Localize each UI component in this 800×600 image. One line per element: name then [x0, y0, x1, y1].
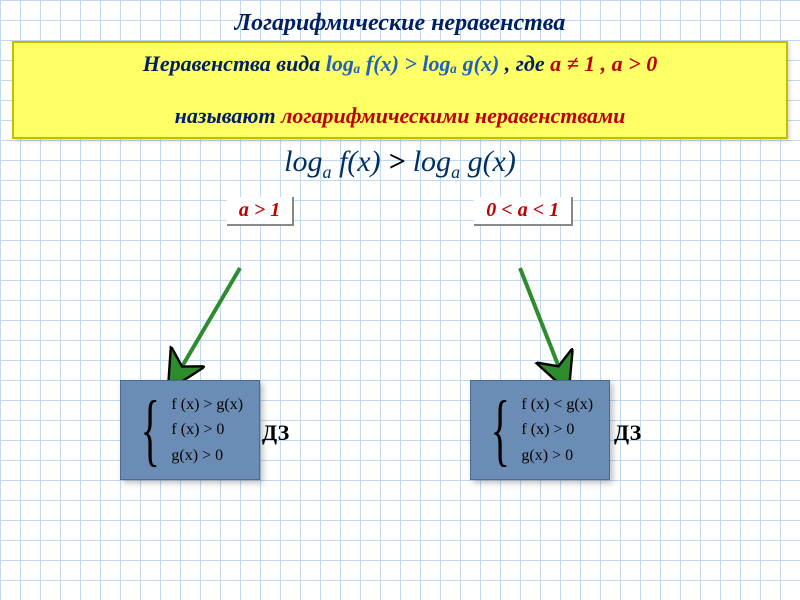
- ineq-sub2: a: [451, 162, 460, 182]
- ineq-fx: f(x): [331, 145, 388, 178]
- ineq-gx: g(x): [460, 145, 516, 178]
- def-where: , где: [505, 51, 550, 76]
- def-suffix-red: логарифмическими неравенствами: [281, 103, 625, 128]
- page-title: Логарифмические неравенства: [0, 0, 800, 37]
- odz-right: ДЗ: [614, 420, 641, 446]
- def-suffix: называют: [175, 103, 281, 128]
- def-prefix: Неравенства вида: [143, 51, 326, 76]
- sys-line: f (x) > g(x): [171, 392, 243, 418]
- system-box-right: { f (x) < g(x) f (x) > 0 g(x) > 0: [470, 380, 610, 480]
- condition-right: 0 < a < 1: [474, 197, 573, 226]
- odz-left: ДЗ: [262, 420, 289, 446]
- system-lines-left: f (x) > g(x) f (x) > 0 g(x) > 0: [171, 392, 243, 469]
- definition-box: Неравенства вида logₐ f(x) > logₐ g(x) ,…: [12, 41, 788, 139]
- sys-line: f (x) < g(x): [521, 392, 593, 418]
- ineq-gt: >: [388, 145, 405, 178]
- ineq-log2: log: [405, 145, 451, 178]
- arrow-right: [520, 268, 560, 370]
- def-formula: logₐ f(x) > logₐ g(x): [326, 51, 500, 76]
- ineq-log1: log: [284, 145, 322, 178]
- sys-line: f (x) > 0: [521, 417, 593, 443]
- condition-row: a > 1 0 < a < 1: [0, 197, 800, 226]
- def-cond1: a ≠ 1: [550, 51, 595, 76]
- sys-line: g(x) > 0: [521, 443, 593, 469]
- arrow-left: [180, 268, 240, 370]
- sys-line: f (x) > 0: [171, 417, 243, 443]
- main-inequality: loga f(x) > loga g(x): [0, 145, 800, 183]
- condition-left: a > 1: [227, 197, 294, 226]
- system-lines-right: f (x) < g(x) f (x) > 0 g(x) > 0: [521, 392, 593, 469]
- system-box-left: { f (x) > g(x) f (x) > 0 g(x) > 0: [120, 380, 260, 480]
- brace-icon: {: [141, 390, 160, 470]
- def-cond2: a > 0: [612, 51, 658, 76]
- sys-line: g(x) > 0: [171, 443, 243, 469]
- brace-icon: {: [491, 390, 510, 470]
- def-sep: ,: [601, 51, 612, 76]
